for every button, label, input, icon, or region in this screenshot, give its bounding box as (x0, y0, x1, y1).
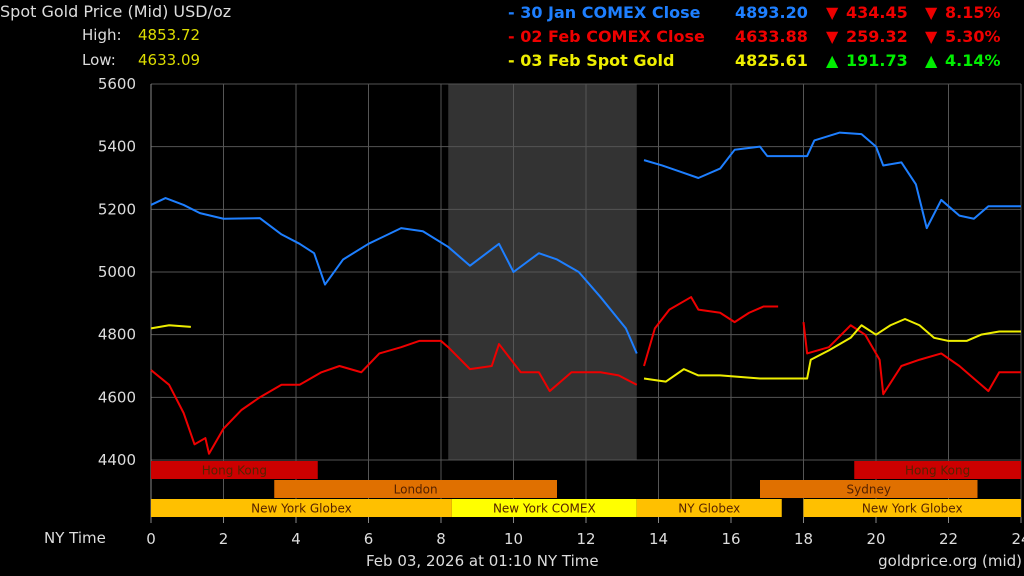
legend-label: - 03 Feb Spot Gold (508, 51, 675, 70)
session-label: Hong Kong (202, 464, 267, 478)
legend-percent: 4.14% (945, 51, 1001, 70)
y-tick-label: 5000 (98, 263, 136, 281)
series-line-1 (802, 322, 1021, 396)
x-tick-label: 8 (436, 530, 446, 548)
session-bar (451, 499, 637, 517)
high-label: High: (82, 26, 122, 44)
series-line-0 (643, 131, 1021, 230)
session-label: New York Globex (251, 502, 352, 516)
low-label: Low: (82, 51, 116, 69)
y-tick-label: 5400 (98, 138, 136, 156)
session-bar (636, 499, 782, 517)
x-tick-label: 20 (866, 530, 885, 548)
x-tick-label: 24 (1011, 530, 1024, 548)
session-bar (151, 499, 452, 517)
y-tick-label: 4400 (98, 451, 136, 469)
session-bar (760, 480, 978, 498)
session-label: Hong Kong (905, 464, 970, 478)
low-value: 4633.09 (138, 51, 201, 69)
down-arrow-icon: ▼ (826, 27, 839, 46)
session-bar (274, 480, 557, 498)
legend-percent: 5.30% (945, 27, 1001, 46)
x-tick-label: 14 (649, 530, 668, 548)
legend-percent: 8.15% (945, 3, 1001, 22)
x-tick-label: 18 (794, 530, 813, 548)
source-label: goldprice.org (mid) (878, 552, 1022, 570)
legend-price: 4633.88 (735, 27, 808, 46)
up-arrow-icon: ▲ (925, 51, 938, 70)
series-line-1 (150, 339, 638, 455)
legend-label: - 02 Feb COMEX Close (508, 27, 705, 46)
x-tick-label: 4 (291, 530, 301, 548)
x-tick-label: 6 (364, 530, 374, 548)
series-line-2 (643, 318, 1021, 383)
series-line-1 (643, 296, 779, 367)
down-arrow-icon: ▼ (925, 27, 938, 46)
high-value: 4853.72 (138, 26, 201, 44)
x-tick-label: 16 (721, 530, 740, 548)
legend-change: 434.45 (846, 3, 908, 22)
up-arrow-icon: ▲ (826, 51, 839, 70)
y-tick-label: 4800 (98, 326, 136, 344)
x-tick-label: 0 (146, 530, 156, 548)
legend-price: 4893.20 (735, 3, 808, 22)
session-label: London (394, 483, 438, 497)
session-bar (151, 461, 318, 479)
legend-label: - 30 Jan COMEX Close (508, 3, 701, 22)
x-axis-label: NY Time (44, 529, 106, 547)
series-line-0 (150, 197, 638, 354)
timestamp: Feb 03, 2026 at 01:10 NY Time (366, 552, 599, 570)
y-tick-label: 4600 (98, 388, 136, 406)
session-label: New York Globex (862, 502, 963, 516)
session-label: New York COMEX (493, 502, 596, 516)
down-arrow-icon: ▼ (925, 3, 938, 22)
x-tick-label: 2 (219, 530, 229, 548)
legend-price: 4825.61 (735, 51, 808, 70)
y-tick-label: 5200 (98, 200, 136, 218)
chart-title: Spot Gold Price (Mid) USD/oz (0, 2, 232, 21)
y-tick-label: 5600 (98, 75, 136, 93)
x-tick-label: 10 (504, 530, 523, 548)
session-bar (803, 499, 1021, 517)
series-line-2 (150, 324, 191, 330)
down-arrow-icon: ▼ (826, 3, 839, 22)
x-tick-label: 22 (939, 530, 958, 548)
session-label: NY Globex (678, 502, 740, 516)
session-label: Sydney (847, 483, 891, 497)
session-bar (854, 461, 1021, 479)
x-tick-label: 12 (576, 530, 595, 548)
legend-change: 191.73 (846, 51, 908, 70)
legend-change: 259.32 (846, 27, 908, 46)
